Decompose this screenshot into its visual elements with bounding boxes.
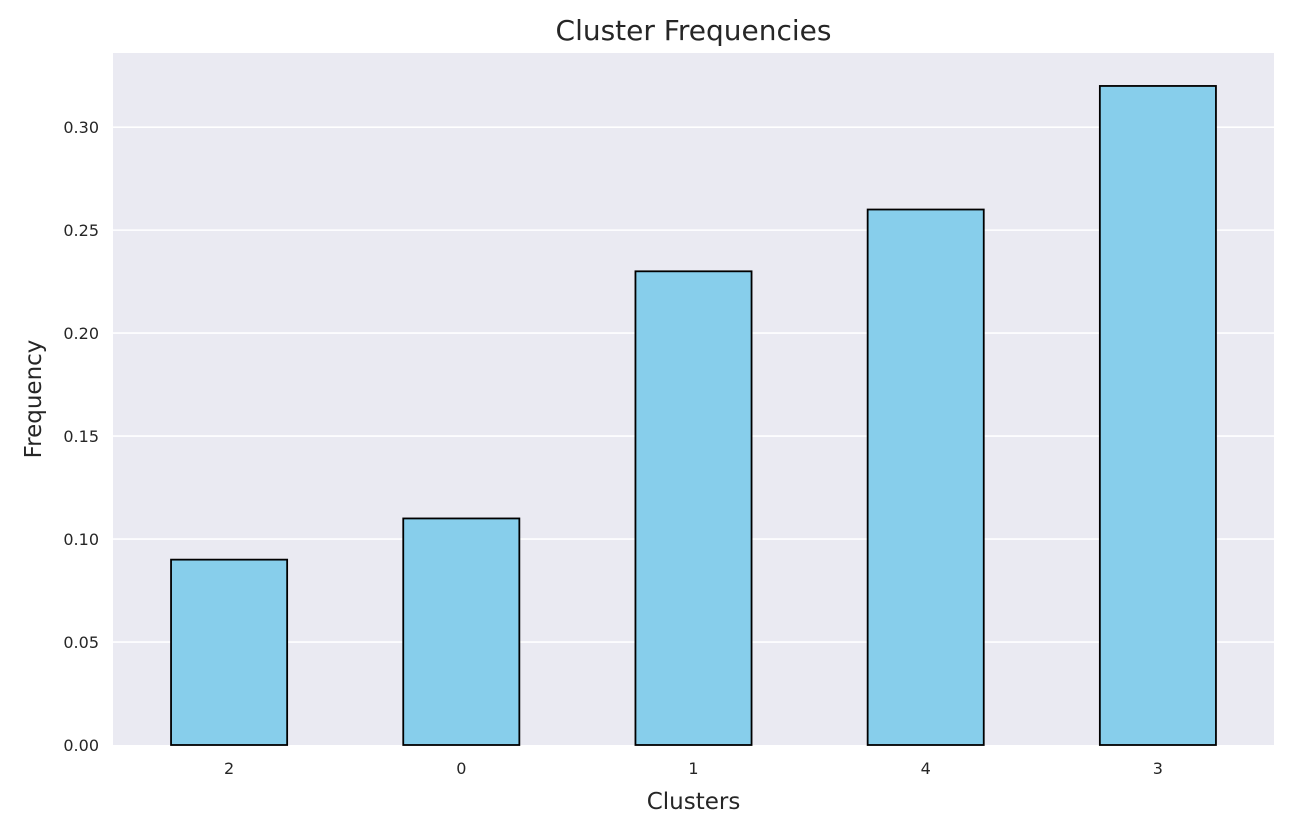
y-tick-label: 0.00	[63, 736, 99, 755]
bar-cluster-1	[634, 270, 753, 746]
y-tick-label: 0.10	[63, 530, 99, 549]
y-tick-label: 0.05	[63, 633, 99, 652]
bar-cluster-2	[170, 558, 289, 746]
y-tick-label: 0.20	[63, 324, 99, 343]
y-tick-label: 0.15	[63, 427, 99, 446]
y-axis-ticks: 0.00 0.05 0.10 0.15 0.20 0.25 0.30	[63, 118, 99, 755]
x-tick-label: 4	[921, 759, 931, 778]
chart-title: Cluster Frequencies	[556, 14, 832, 47]
x-tick-label: 1	[688, 759, 698, 778]
bars	[170, 85, 1217, 746]
x-tick-label: 3	[1153, 759, 1163, 778]
bar-cluster-3	[1098, 85, 1217, 746]
y-axis-label: Frequency	[21, 340, 47, 459]
x-tick-label: 0	[456, 759, 466, 778]
bar-cluster-4	[866, 208, 985, 746]
x-axis-ticks: 2 0 1 4 3	[224, 759, 1163, 778]
x-tick-label: 2	[224, 759, 234, 778]
y-tick-label: 0.30	[63, 118, 99, 137]
x-axis-label: Clusters	[647, 789, 741, 815]
bar-cluster-0	[402, 517, 521, 746]
y-tick-label: 0.25	[63, 221, 99, 240]
